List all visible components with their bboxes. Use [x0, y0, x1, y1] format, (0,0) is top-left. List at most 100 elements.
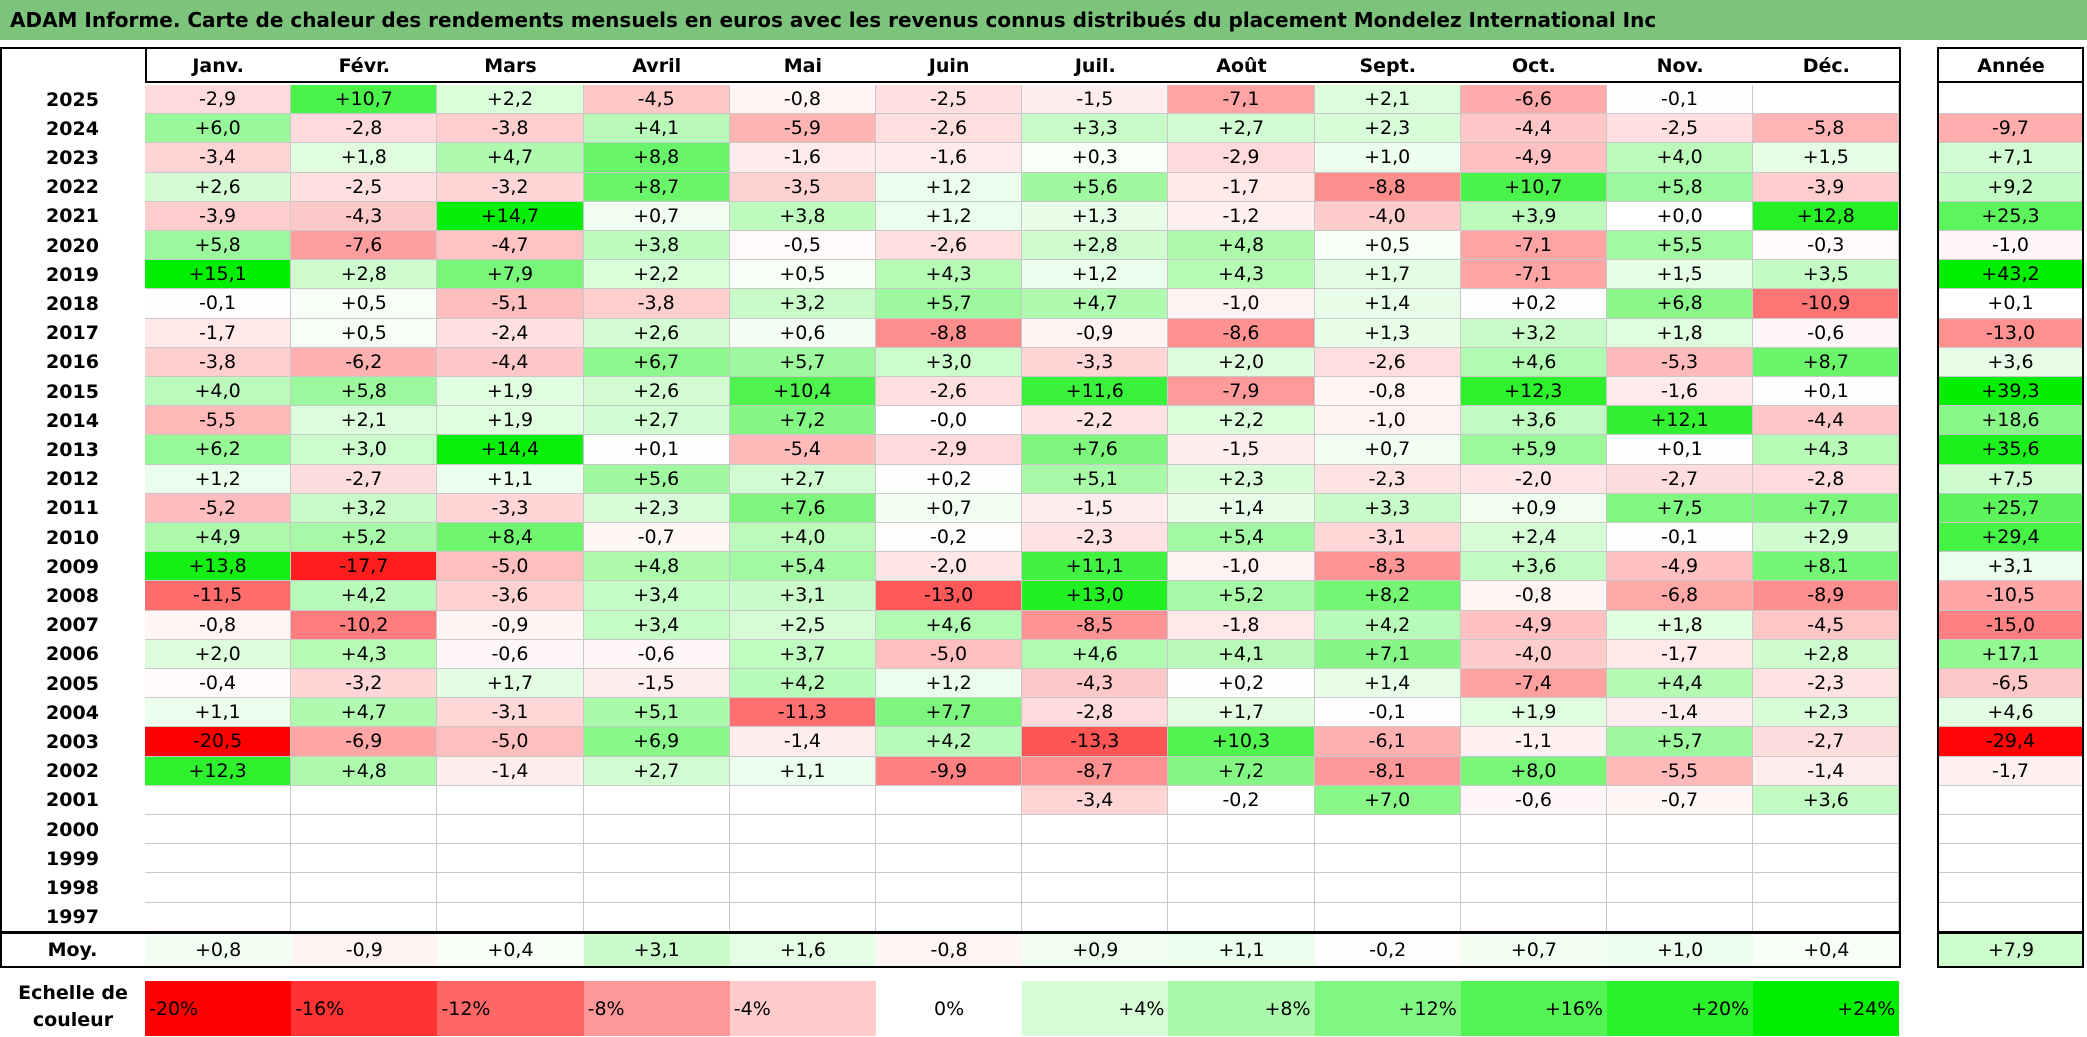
month-return-cell: -0,4	[145, 669, 292, 699]
year-label: 2021	[46, 205, 99, 228]
month-return-cell: -6,2	[291, 347, 438, 377]
month-return-cell: -4,4	[1460, 114, 1607, 144]
color-scale-step: +24%	[1753, 981, 1900, 1036]
month-return-cell: -7,1	[1460, 231, 1607, 261]
month-return-cell: +1,8	[1607, 610, 1754, 640]
month-return-cell: -0,7	[1607, 785, 1754, 815]
year-label: 2001	[46, 789, 99, 812]
month-return-cell: +2,5	[729, 610, 876, 640]
annual-return-cell: +3,1	[1938, 552, 2084, 582]
month-return-cell: +2,9	[1753, 523, 1900, 553]
month-return-cell: +4,7	[291, 698, 438, 728]
color-scale-step: +4%	[1022, 981, 1169, 1036]
month-return-cell: +1,5	[1607, 260, 1754, 290]
annual-return-cell: +9,2	[1938, 172, 2084, 202]
month-return-cell: +3,6	[1753, 785, 1900, 815]
month-return-cell	[1460, 902, 1607, 932]
month-return-cell: -5,0	[437, 727, 584, 757]
month-return-cell: -7,6	[291, 231, 438, 261]
month-return-cell: +8,7	[583, 172, 730, 202]
month-return-cell: -5,0	[437, 552, 584, 582]
month-return-cell: +4,6	[876, 610, 1023, 640]
month-return-cell: -8,9	[1753, 581, 1900, 611]
month-return-cell: +1,7	[1168, 698, 1315, 728]
month-return-cell: +0,5	[729, 260, 876, 290]
month-return-cell: +2,3	[583, 493, 730, 523]
month-return-cell	[1607, 902, 1754, 932]
average-month-cell: +0,7	[1460, 934, 1607, 966]
annual-return-cell: -13,0	[1938, 318, 2084, 348]
month-header: Mai	[783, 54, 823, 77]
month-return-cell: +5,9	[1460, 435, 1607, 465]
color-scale-step: -20%	[145, 981, 292, 1036]
month-header: Janv.	[192, 54, 244, 77]
month-return-cell: -0,2	[876, 523, 1023, 553]
month-return-cell: +2,1	[1314, 85, 1461, 115]
average-month-cell: +0,4	[437, 934, 584, 966]
month-return-cell: -0,9	[437, 610, 584, 640]
month-return-cell: -0,6	[1460, 785, 1607, 815]
month-return-cell: -3,3	[1022, 347, 1169, 377]
month-return-cell: -4,5	[1753, 610, 1900, 640]
month-return-cell	[145, 815, 292, 845]
color-scale-step: 0%	[876, 981, 1023, 1036]
month-return-cell: +5,8	[145, 231, 292, 261]
month-return-cell	[1168, 873, 1315, 903]
month-return-cell: +1,5	[1753, 143, 1900, 173]
month-return-cell: -11,5	[145, 581, 292, 611]
month-return-cell: +1,2	[145, 464, 292, 494]
month-return-cell: +4,8	[291, 756, 438, 786]
month-return-cell: +2,6	[583, 318, 730, 348]
month-return-cell	[437, 873, 584, 903]
month-return-cell: -1,6	[1607, 377, 1754, 407]
year-label: 2011	[46, 497, 99, 520]
month-return-cell: +4,4	[1607, 669, 1754, 699]
month-return-cell: -5,9	[729, 114, 876, 144]
month-return-cell: +5,6	[1022, 172, 1169, 202]
month-return-cell: +7,9	[437, 260, 584, 290]
month-return-cell: +4,3	[876, 260, 1023, 290]
month-return-cell: +5,8	[1607, 172, 1754, 202]
color-scale-step: -12%	[437, 981, 584, 1036]
month-return-cell: +5,7	[876, 289, 1023, 319]
month-return-cell: -1,7	[1607, 639, 1754, 669]
color-scale-step: -4%	[729, 981, 876, 1036]
month-return-cell: +8,8	[583, 143, 730, 173]
year-label: 2003	[46, 730, 99, 753]
month-return-cell: +3,2	[1460, 318, 1607, 348]
month-return-cell: -2,6	[876, 377, 1023, 407]
month-return-cell	[1753, 815, 1900, 845]
month-return-cell: +0,7	[1314, 435, 1461, 465]
month-return-cell: +3,5	[1753, 260, 1900, 290]
month-return-cell: +1,9	[437, 377, 584, 407]
year-label: 2015	[46, 380, 99, 403]
month-return-cell	[876, 815, 1023, 845]
month-return-cell	[1460, 844, 1607, 874]
month-return-cell: +3,8	[583, 231, 730, 261]
month-return-cell: -0,9	[1022, 318, 1169, 348]
month-return-cell	[729, 873, 876, 903]
month-return-cell	[1314, 873, 1461, 903]
average-month-cell: +0,4	[1753, 934, 1900, 966]
month-return-cell	[1753, 844, 1900, 874]
month-return-cell: -6,8	[1607, 581, 1754, 611]
month-return-cell: -0,6	[583, 639, 730, 669]
month-return-cell: +5,2	[1168, 581, 1315, 611]
month-return-cell: -0,1	[1314, 698, 1461, 728]
color-scale-step: +8%	[1168, 981, 1315, 1036]
annual-return-cell: +0,1	[1938, 289, 2084, 319]
month-return-cell: -1,7	[1168, 172, 1315, 202]
annual-return-cell: -15,0	[1938, 610, 2084, 640]
average-month-cell: +0,8	[145, 934, 292, 966]
month-return-cell: +8,7	[1753, 347, 1900, 377]
year-label: 1997	[46, 906, 99, 929]
chart-title: ADAM Informe. Carte de chaleur des rende…	[0, 0, 2087, 40]
month-return-cell: +3,8	[729, 201, 876, 231]
month-return-cell: -9,9	[876, 756, 1023, 786]
month-return-cell: -10,9	[1753, 289, 1900, 319]
month-return-cell: -3,1	[437, 698, 584, 728]
month-return-cell: +0,1	[583, 435, 730, 465]
month-return-cell: -2,9	[1168, 143, 1315, 173]
month-return-cell: +12,3	[145, 756, 292, 786]
month-return-cell: +2,7	[583, 756, 730, 786]
